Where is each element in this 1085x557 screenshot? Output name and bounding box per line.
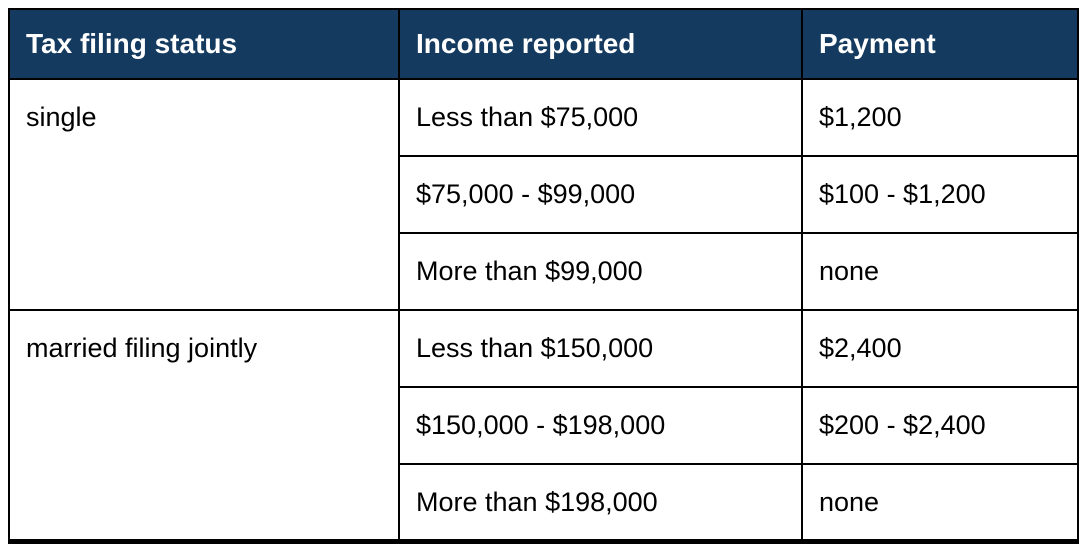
income-cell: Less than $75,000 [398, 78, 803, 157]
payment-cell: $200 - $2,400 [801, 386, 1079, 465]
tax-payment-table: Tax filing status Income reported Paymen… [8, 8, 1079, 544]
income-cell: More than $198,000 [398, 463, 803, 542]
status-cell-married-filing-jointly: married filing jointly [8, 309, 400, 542]
income-cell: Less than $150,000 [398, 309, 803, 388]
table-row: More than $198,000 none [9, 463, 1079, 542]
payment-cell: $1,200 [801, 78, 1079, 157]
payment-cell: $2,400 [801, 309, 1079, 388]
table-row: married filing jointly Less than $150,00… [8, 309, 1079, 542]
payment-cell: none [801, 232, 1079, 311]
income-cell: More than $99,000 [398, 232, 803, 311]
status-cell-single: single [8, 78, 400, 311]
header-row: Tax filing status Income reported Paymen… [8, 8, 1079, 80]
income-cell: $150,000 - $198,000 [398, 386, 803, 465]
table-row: More than $99,000 none [9, 232, 1079, 311]
income-cell: $75,000 - $99,000 [398, 155, 803, 234]
column-header-tax-filing-status: Tax filing status [8, 8, 400, 80]
payment-cell: none [801, 463, 1079, 542]
payment-cell: $100 - $1,200 [801, 155, 1079, 234]
table-row: single Less than $75,000 $1,200 [8, 78, 1079, 311]
column-header-income-reported: Income reported [398, 8, 803, 80]
table-row: $150,000 - $198,000 $200 - $2,400 [9, 386, 1079, 465]
table-row: $75,000 - $99,000 $100 - $1,200 [9, 155, 1079, 234]
column-header-payment: Payment [801, 8, 1079, 80]
